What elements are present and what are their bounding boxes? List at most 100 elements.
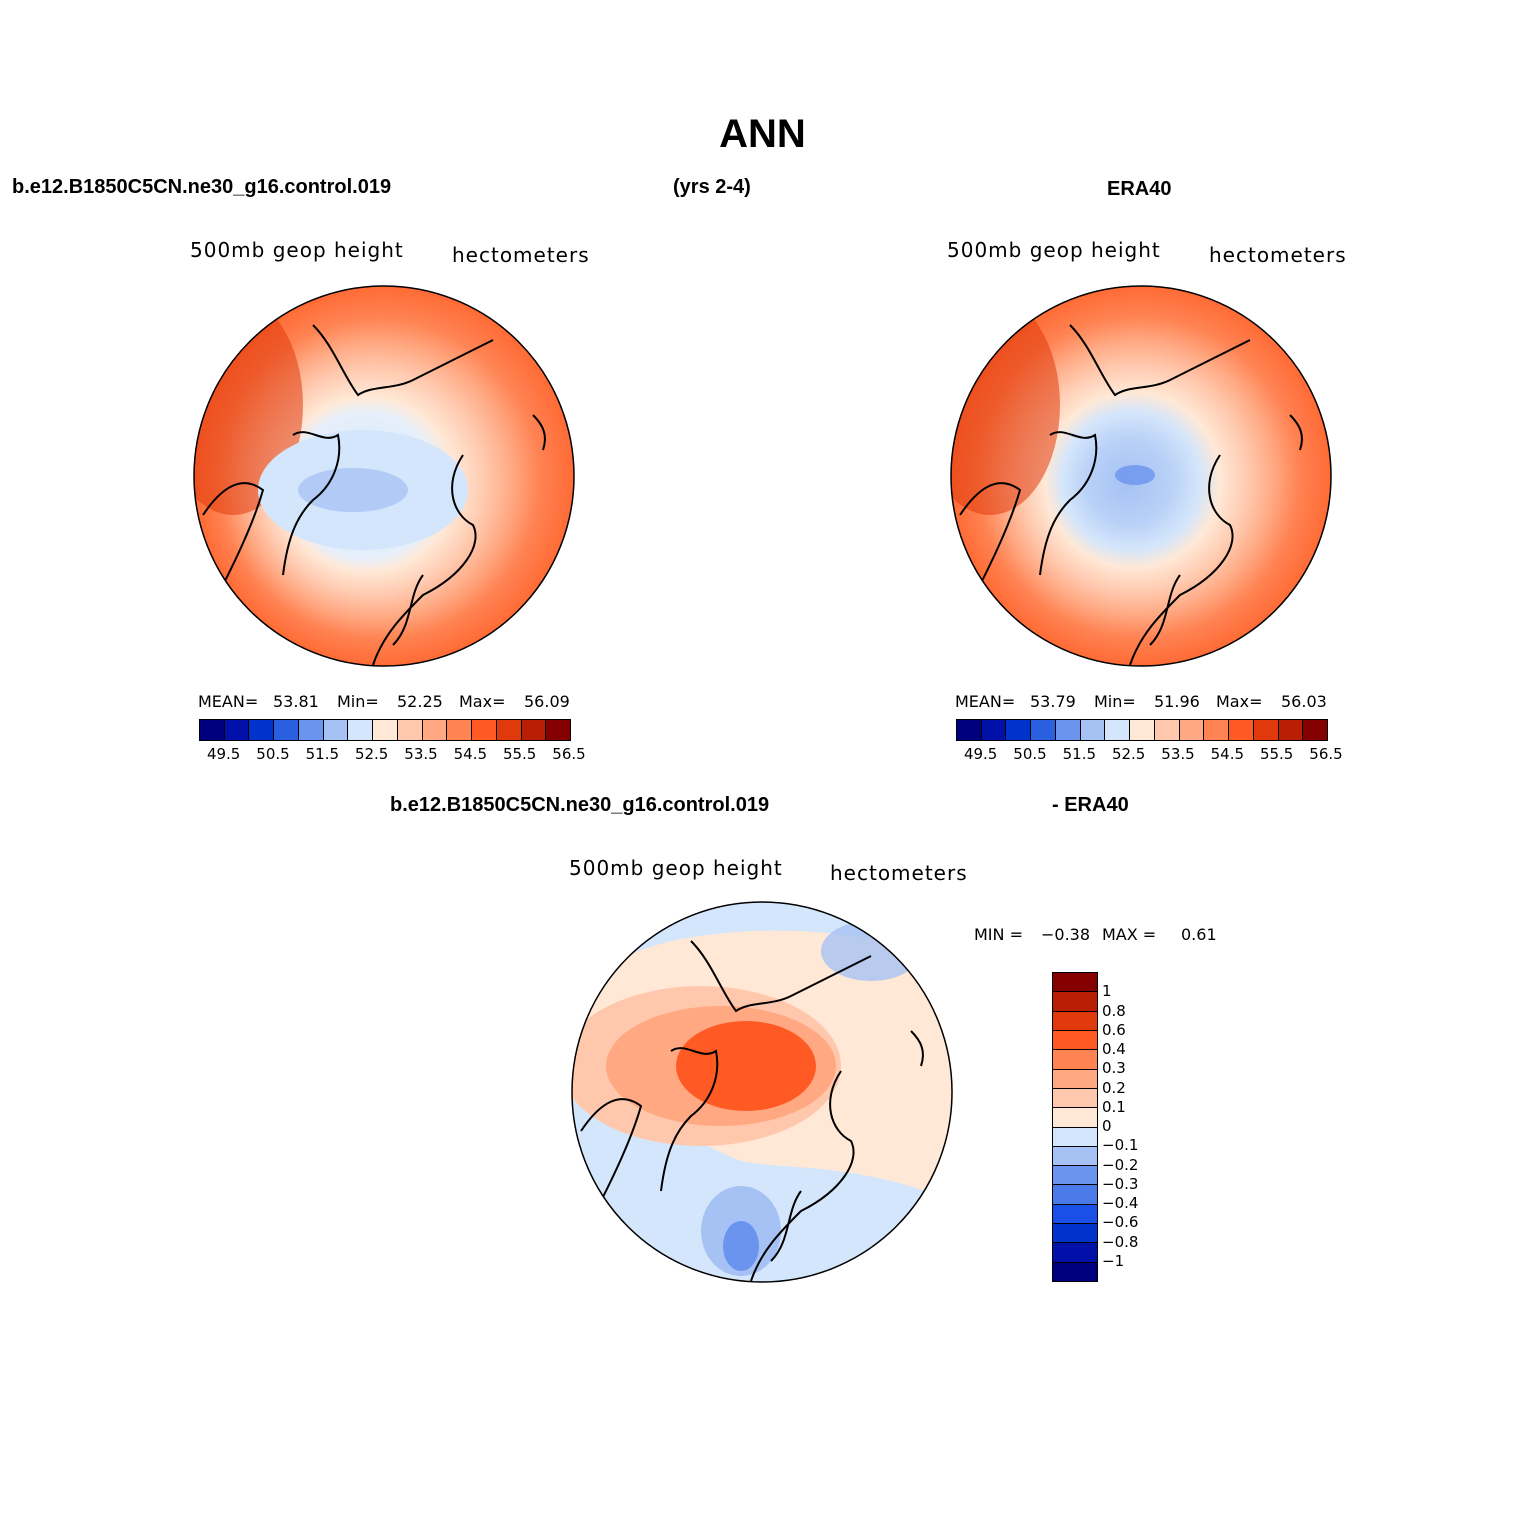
model-colorbar-swatch-14 — [546, 720, 571, 740]
era40-colorbar-swatch-7 — [1130, 720, 1155, 740]
difference-colorbar-swatch-13 — [1053, 1224, 1097, 1244]
difference-colorbar-tick-label: −0.2 — [1102, 1155, 1139, 1174]
era40-colorbar-tick-label: 55.5 — [1259, 745, 1294, 763]
difference-colorbar-tick-label: 0.1 — [1102, 1097, 1126, 1116]
model-colorbar-swatch-10 — [447, 720, 473, 740]
era40-colorbar-tick-label: 53.5 — [1161, 745, 1195, 763]
model-colorbar-swatch-7 — [373, 720, 398, 740]
difference-colorbar-tick-label: 1 — [1102, 982, 1112, 1001]
difference-colorbar-tick-label: −0.4 — [1102, 1194, 1139, 1212]
era40-colorbar-tick-label: 56.5 — [1309, 745, 1343, 763]
model-colorbar-swatch-8 — [397, 720, 423, 740]
bottom-case-name: b.e12.B1850C5CN.ne30_g16.control.019 — [390, 794, 770, 816]
panel2-mean-label: MEAN= — [955, 692, 1016, 711]
panel3-min-value: −0.38 — [1041, 925, 1091, 944]
era40-colorbar-swatch-14 — [1303, 720, 1328, 740]
era40-colorbar-tick-label: 49.5 — [963, 745, 998, 763]
difference-colorbar-tick-label: 0.8 — [1102, 1001, 1126, 1020]
difference-colorbar-swatch-11 — [1053, 1185, 1097, 1205]
panel1-max-value: 56.09 — [524, 692, 570, 711]
model-colorbar-swatch-0 — [200, 720, 225, 740]
era40-colorbar-swatch-13 — [1278, 720, 1304, 740]
panel2-max-label: Max= — [1216, 692, 1263, 711]
difference-colorbar-swatch-14 — [1053, 1243, 1097, 1263]
panel1-max-label: Max= — [459, 692, 506, 711]
panel2-min-label: Min= — [1094, 692, 1136, 711]
era40-colorbar-swatch-0 — [957, 720, 982, 740]
difference-colorbar-swatch-7 — [1053, 1108, 1097, 1128]
model-colorbar-tick-label: 51.5 — [305, 745, 340, 763]
model-colorbar-tick-label: 53.5 — [404, 745, 438, 763]
era40-colorbar-swatch-3 — [1031, 720, 1056, 740]
panel1-variable: 500mb geop height — [190, 238, 404, 262]
difference-colorbar-swatch-0 — [1053, 973, 1097, 993]
panel3-variable: 500mb geop height — [569, 856, 783, 880]
model-colorbar-swatch-9 — [422, 720, 448, 740]
era40-colorbar-swatch-2 — [1006, 720, 1032, 740]
difference-colorbar-tick-label: 0 — [1102, 1117, 1112, 1135]
panel1-min-value: 52.25 — [397, 692, 443, 711]
era40-colorbar-swatch-5 — [1080, 720, 1106, 740]
difference-colorbar-tick-label: −0.1 — [1102, 1136, 1139, 1155]
era40-colorbar-swatch-8 — [1154, 720, 1180, 740]
era40-colorbar-swatch-10 — [1204, 720, 1230, 740]
era40-colorbar-tick-label: 52.5 — [1111, 745, 1146, 763]
panel2-units: hectometers — [1209, 243, 1347, 267]
era40-colorbar-swatch-9 — [1179, 720, 1205, 740]
model-colorbar-tick-label: 55.5 — [502, 745, 537, 763]
difference-colorbar-swatch-2 — [1053, 1011, 1097, 1031]
difference-colorbar-swatch-6 — [1053, 1088, 1097, 1109]
difference-colorbar-tick-label: 0.2 — [1102, 1078, 1126, 1097]
era40-colorbar-swatch-1 — [981, 720, 1007, 740]
difference-colorbar-swatch-5 — [1053, 1069, 1097, 1089]
top-left-case-name: b.e12.B1850C5CN.ne30_g16.control.019 — [12, 176, 392, 198]
panel3-max-label: MAX = — [1102, 925, 1157, 944]
difference-colorbar-tick-label: −0.6 — [1102, 1213, 1139, 1232]
era40-colorbar-tick-label: 54.5 — [1210, 745, 1245, 763]
era40-colorbar-swatch-12 — [1253, 720, 1279, 740]
model-polar-map — [193, 285, 575, 667]
era40-colorbar-swatch-4 — [1055, 720, 1081, 740]
difference-colorbar-tick-label: 0.6 — [1102, 1020, 1126, 1039]
model-colorbar-swatch-4 — [298, 720, 324, 740]
difference-colorbar-tick-label: 0.4 — [1102, 1040, 1126, 1058]
panel2-max-value: 56.03 — [1281, 692, 1327, 711]
bottom-reference-name: - ERA40 — [1052, 794, 1129, 816]
model-colorbar-swatch-5 — [323, 720, 349, 740]
difference-colorbar-swatch-10 — [1053, 1166, 1097, 1186]
difference-colorbar-tick-label: −0.3 — [1102, 1174, 1139, 1193]
model-colorbar-swatch-13 — [521, 720, 547, 740]
model-colorbar-swatch-12 — [496, 720, 522, 740]
difference-polar-map — [571, 901, 953, 1283]
difference-colorbar-swatch-15 — [1053, 1262, 1097, 1281]
model-colorbar-tick-label: 52.5 — [354, 745, 389, 763]
difference-colorbar-tick-label: 0.3 — [1102, 1059, 1126, 1078]
difference-colorbar-swatch-1 — [1053, 992, 1097, 1012]
panel3-max-value: 0.61 — [1181, 925, 1217, 944]
panel3-units: hectometers — [830, 861, 968, 885]
difference-colorbar-swatch-8 — [1053, 1127, 1097, 1147]
era40-colorbar-tick-label: 50.5 — [1013, 745, 1047, 763]
era40-colorbar-swatch-6 — [1105, 720, 1131, 740]
panel3-min-label: MIN = — [974, 925, 1023, 944]
model-colorbar-tick-label: 50.5 — [256, 745, 290, 763]
era40-colorbar-tick-label: 51.5 — [1062, 745, 1097, 763]
model-colorbar — [199, 719, 571, 741]
difference-colorbar-tick-label: −0.8 — [1102, 1232, 1139, 1251]
model-colorbar-swatch-3 — [274, 720, 299, 740]
top-right-case-name: ERA40 — [1107, 178, 1172, 200]
panel1-mean-value: 53.81 — [273, 692, 319, 711]
model-colorbar-swatch-2 — [249, 720, 275, 740]
panel1-min-label: Min= — [337, 692, 379, 711]
model-colorbar-tick-label: 54.5 — [453, 745, 488, 763]
model-colorbar-tick-label: 49.5 — [206, 745, 241, 763]
difference-colorbar-swatch-12 — [1053, 1204, 1097, 1225]
difference-colorbar-tick-label: −1 — [1102, 1251, 1125, 1270]
model-colorbar-swatch-1 — [224, 720, 250, 740]
era40-polar-map — [950, 285, 1332, 667]
figure-title: ANN — [719, 112, 806, 156]
difference-colorbar — [1052, 972, 1098, 1282]
panel1-mean-label: MEAN= — [198, 692, 259, 711]
era40-colorbar-swatch-11 — [1229, 720, 1254, 740]
panel2-variable: 500mb geop height — [947, 238, 1161, 262]
